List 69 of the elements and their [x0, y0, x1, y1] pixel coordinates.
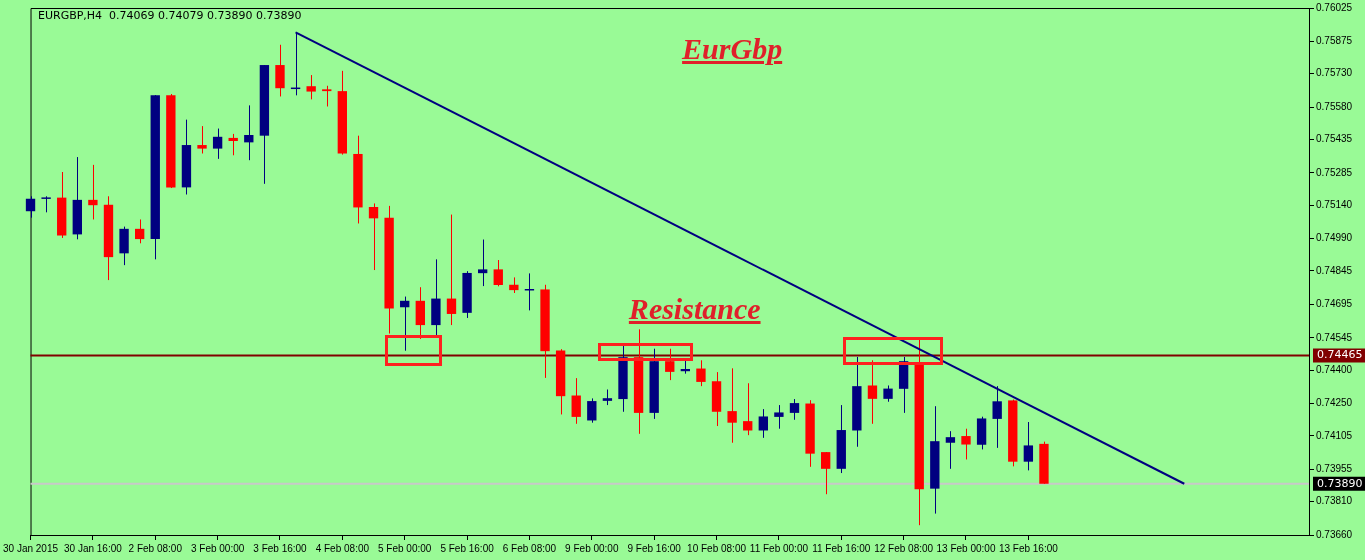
y-tick-label: 0.74400	[1316, 363, 1353, 375]
x-tick-label: 30 Jan 2015	[2, 542, 59, 554]
y-tick-label: 0.73955	[1316, 463, 1353, 475]
candlestick	[992, 385, 1002, 449]
x-tick-label: 30 Jan 16:00	[63, 542, 123, 554]
y-tick-label: 0.76025	[1316, 1, 1353, 13]
x-tick-label: 3 Feb 00:00	[190, 542, 245, 554]
candlestick	[275, 44, 285, 97]
x-tick-label: 6 Feb 08:00	[502, 542, 557, 554]
y-tick-label: 0.74990	[1316, 232, 1353, 244]
candlestick	[446, 214, 457, 326]
candlestick	[727, 367, 737, 444]
y-tick-label: 0.74695	[1316, 298, 1353, 310]
x-tick-label: 11 Feb 00:00	[749, 542, 809, 554]
candlestick	[789, 398, 800, 421]
annotation: Resistance	[628, 292, 761, 327]
candlestick	[134, 218, 145, 244]
y-tick-label: 0.75435	[1316, 133, 1353, 145]
y-tick-label: 0.75730	[1316, 67, 1353, 79]
candlestick	[493, 259, 503, 287]
x-tick-label: 12 Feb 08:00	[874, 542, 934, 554]
candlestick	[587, 397, 597, 424]
y-tick-label: 0.75580	[1316, 100, 1353, 112]
ref-line-label: 0.73890	[1317, 476, 1363, 490]
candlestick	[821, 451, 831, 495]
y-tick-label: 0.74545	[1316, 331, 1353, 343]
candlestick	[867, 359, 878, 425]
candlestick	[945, 430, 956, 470]
y-tick-label: 0.74105	[1316, 429, 1353, 441]
x-tick-label: 13 Feb 16:00	[998, 542, 1059, 554]
candlestick	[758, 408, 768, 439]
x-tick-label: 11 Feb 16:00	[812, 542, 871, 554]
candlestick	[368, 202, 379, 271]
y-tick-label: 0.75875	[1316, 35, 1353, 47]
y-tick-label: 0.75140	[1316, 198, 1353, 210]
x-tick-label: 10 Feb 08:00	[687, 542, 747, 554]
x-tick-label: 5 Feb 16:00	[440, 542, 495, 554]
candlestick	[322, 85, 332, 107]
y-tick-label: 0.74845	[1316, 264, 1353, 276]
candlestick	[665, 348, 675, 381]
candlestick	[400, 296, 410, 352]
annotation: EURGBP,H4 0.74069 0.74079 0.73890 0.73890	[38, 9, 302, 22]
candlestick	[88, 164, 98, 220]
x-tick-label: 9 Feb 00:00	[565, 542, 619, 554]
ref-line-label: 0.74465	[1317, 348, 1363, 362]
candlestick	[25, 195, 36, 219]
y-tick-label: 0.75285	[1316, 166, 1353, 178]
candlestick	[571, 377, 581, 425]
candlestick	[197, 125, 207, 155]
y-tick-label: 0.73810	[1316, 495, 1353, 507]
x-tick-label: 5 Feb 00:00	[378, 542, 432, 554]
candlestick	[961, 428, 971, 460]
candlestick	[774, 404, 784, 430]
x-tick-label: 2 Feb 08:00	[128, 542, 183, 554]
text: EurGbp	[682, 32, 783, 66]
x-tick-label: 4 Feb 08:00	[315, 542, 370, 554]
x-tick-label: 9 Feb 16:00	[627, 542, 682, 554]
candlestick	[212, 128, 223, 160]
x-tick-label: 13 Feb 00:00	[936, 542, 996, 554]
candlestick	[696, 359, 706, 387]
candlestick	[477, 239, 488, 287]
x-tick-label: 3 Feb 16:00	[253, 542, 308, 554]
candlestick	[743, 382, 753, 436]
y-tick-label: 0.74250	[1316, 397, 1353, 409]
y-tick-label: 0.73660	[1316, 528, 1353, 540]
candlestick	[228, 133, 238, 156]
candlestick	[1023, 421, 1034, 471]
candlestick	[306, 74, 316, 100]
candlestick	[244, 104, 254, 161]
